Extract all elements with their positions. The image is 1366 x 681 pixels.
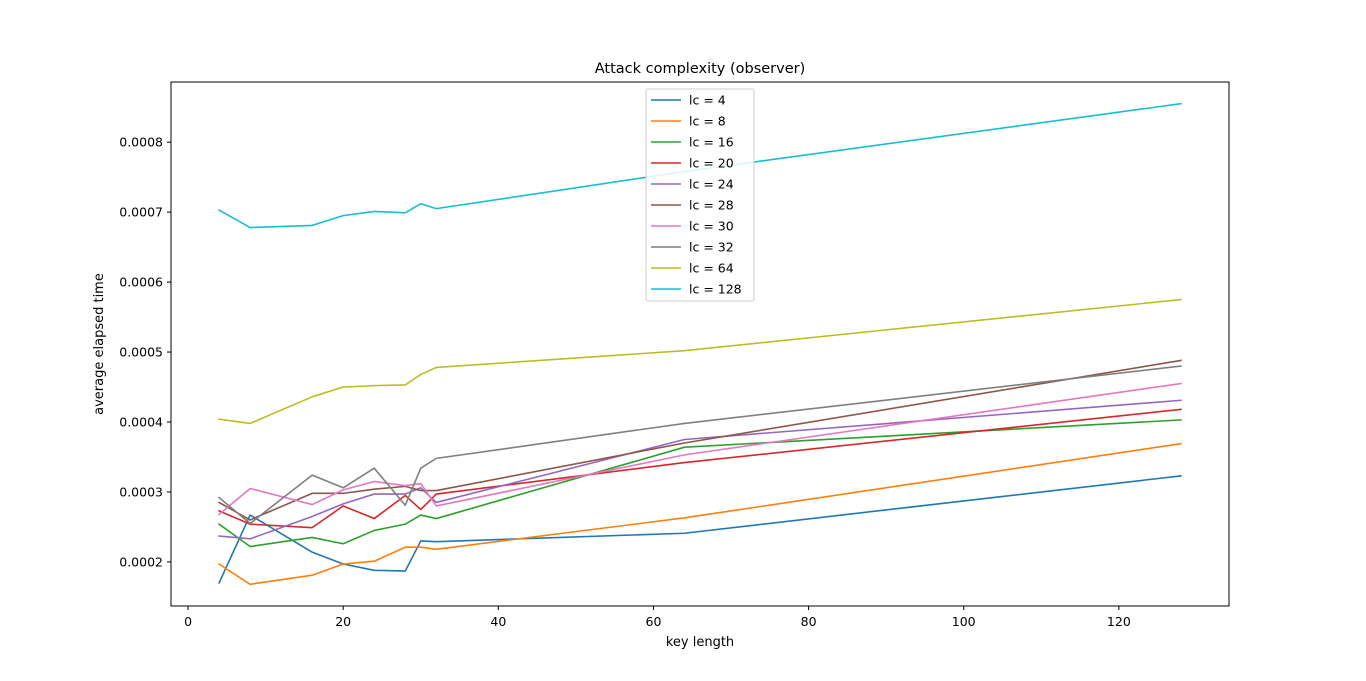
legend-label-1: lc = 8 [689,114,726,129]
y-tick-label: 0.0008 [119,135,163,150]
legend-label-4: lc = 24 [689,177,734,192]
y-tick-label: 0.0003 [119,484,163,499]
legend: lc = 4 lc = 8 lc = 16 lc = 20 lc = 24 lc = 28… [645,88,755,302]
legend-label-9: lc = 128 [689,282,742,297]
series-line-0 [218,474,1182,584]
y-tick-label: 0.0002 [119,554,163,569]
legend-label-2: lc = 16 [689,135,734,150]
legend-label-8: lc = 64 [689,261,734,276]
legend-label-3: lc = 20 [689,156,734,171]
series-line-4 [218,399,1182,540]
y-tick-label: 0.0004 [119,415,163,430]
plot-lines [217,102,1182,586]
series-line-2 [217,419,1182,548]
series-line-7 [217,365,1182,525]
series-line-1 [217,442,1182,586]
x-tick-label: 100 [952,614,976,629]
y-axis: 0.0002 0.0003 0.0004 0.0005 0.0006 0.0007 0.00… [119,135,171,569]
x-tick-label: 0 [184,614,192,629]
y-tick-label: 0.0005 [119,345,163,360]
plot-frame [170,81,1230,607]
x-tick-label: 60 [646,614,662,629]
legend-label-5: lc = 28 [689,198,734,213]
legend-label-0: lc = 4 [689,93,726,108]
series-line-6 [217,382,1182,516]
series-line-9 [218,102,1182,229]
x-tick-label: 120 [1107,614,1131,629]
y-tick-label: 0.0007 [119,205,163,220]
x-tick-label: 40 [490,614,506,629]
series-line-8 [218,298,1182,425]
series-line-3 [218,408,1182,529]
legend-label-7: lc = 32 [689,240,734,255]
x-axis-label: key length [666,635,734,650]
legend-label-6: lc = 30 [689,219,734,234]
chart-title: Attack complexity (observer) [595,61,806,77]
x-tick-label: 80 [801,614,817,629]
x-axis: 0 20 40 60 80 100 120 [184,606,1131,629]
y-tick-label: 0.0006 [119,275,163,290]
x-tick-label: 20 [335,614,351,629]
y-axis-label: average elapsed time [92,273,107,415]
